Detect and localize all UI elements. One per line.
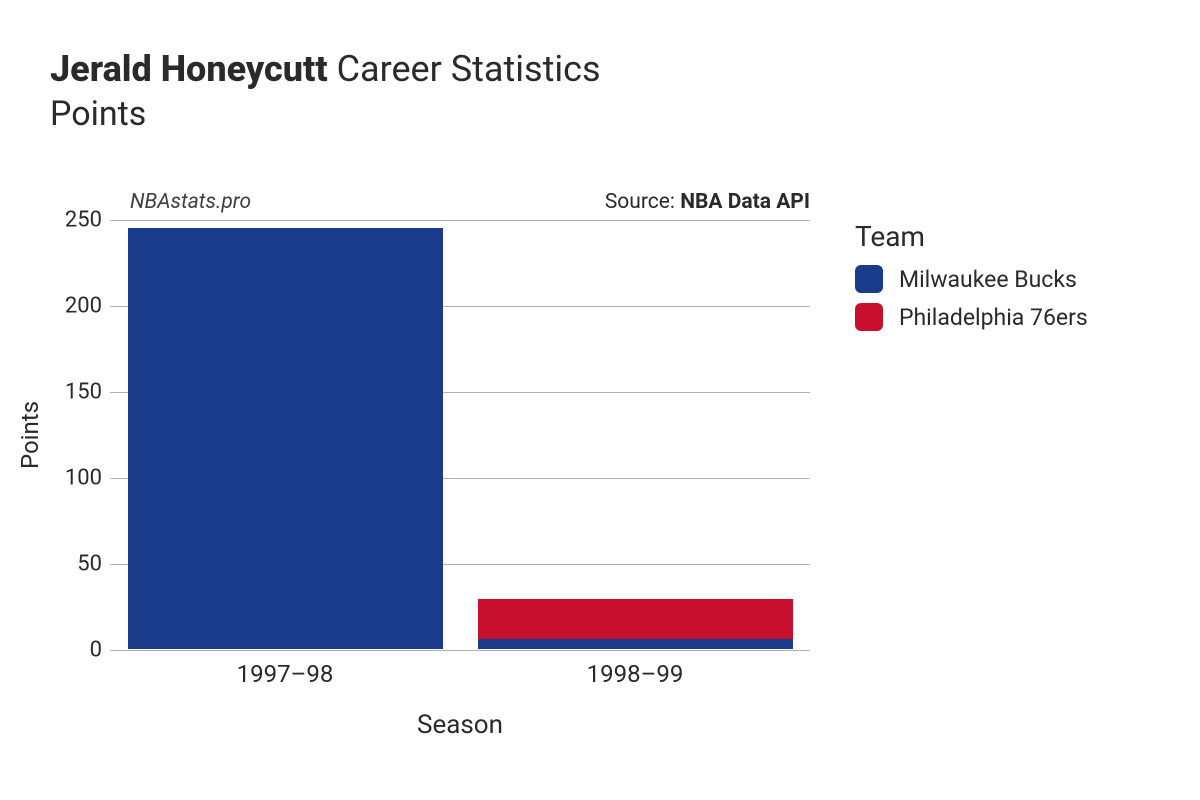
plot-area bbox=[110, 220, 810, 650]
source-prefix: Source: bbox=[605, 190, 680, 214]
title-line-1: Jerald Honeycutt Career Statistics bbox=[50, 48, 601, 90]
bar-segment bbox=[478, 599, 793, 639]
x-tick-label: 1997–98 bbox=[237, 660, 334, 688]
legend-item: Milwaukee Bucks bbox=[855, 265, 1088, 293]
title-suffix: Career Statistics bbox=[337, 48, 601, 90]
chart-container: Jerald Honeycutt Career Statistics Point… bbox=[0, 0, 1200, 800]
legend-label: Milwaukee Bucks bbox=[899, 266, 1077, 293]
legend-swatch bbox=[855, 265, 883, 293]
legend-label: Philadelphia 76ers bbox=[899, 304, 1088, 331]
x-tick-label: 1998–99 bbox=[587, 660, 684, 688]
bar-segment bbox=[478, 639, 793, 649]
legend-item: Philadelphia 76ers bbox=[855, 303, 1088, 331]
bar-segment bbox=[128, 228, 443, 649]
y-axis-title: Points bbox=[16, 401, 44, 469]
title-metric: Points bbox=[50, 94, 601, 134]
legend-swatch bbox=[855, 303, 883, 331]
y-tick-label: 200 bbox=[42, 294, 102, 319]
y-tick-label: 250 bbox=[42, 208, 102, 233]
source-attribution: Source: NBA Data API bbox=[605, 190, 810, 214]
watermark-text: NBAstats.pro bbox=[130, 190, 251, 214]
y-tick-label: 150 bbox=[42, 380, 102, 405]
y-tick-label: 50 bbox=[42, 552, 102, 577]
gridline bbox=[110, 220, 810, 221]
legend-title: Team bbox=[855, 220, 1088, 253]
chart-title: Jerald Honeycutt Career Statistics Point… bbox=[50, 48, 601, 134]
gridline bbox=[110, 650, 810, 651]
player-name: Jerald Honeycutt bbox=[50, 48, 328, 90]
legend: Team Milwaukee Bucks Philadelphia 76ers bbox=[855, 220, 1088, 341]
y-tick-label: 100 bbox=[42, 466, 102, 491]
x-axis-title: Season bbox=[417, 710, 503, 740]
y-tick-label: 0 bbox=[42, 638, 102, 663]
source-name: NBA Data API bbox=[680, 190, 810, 214]
